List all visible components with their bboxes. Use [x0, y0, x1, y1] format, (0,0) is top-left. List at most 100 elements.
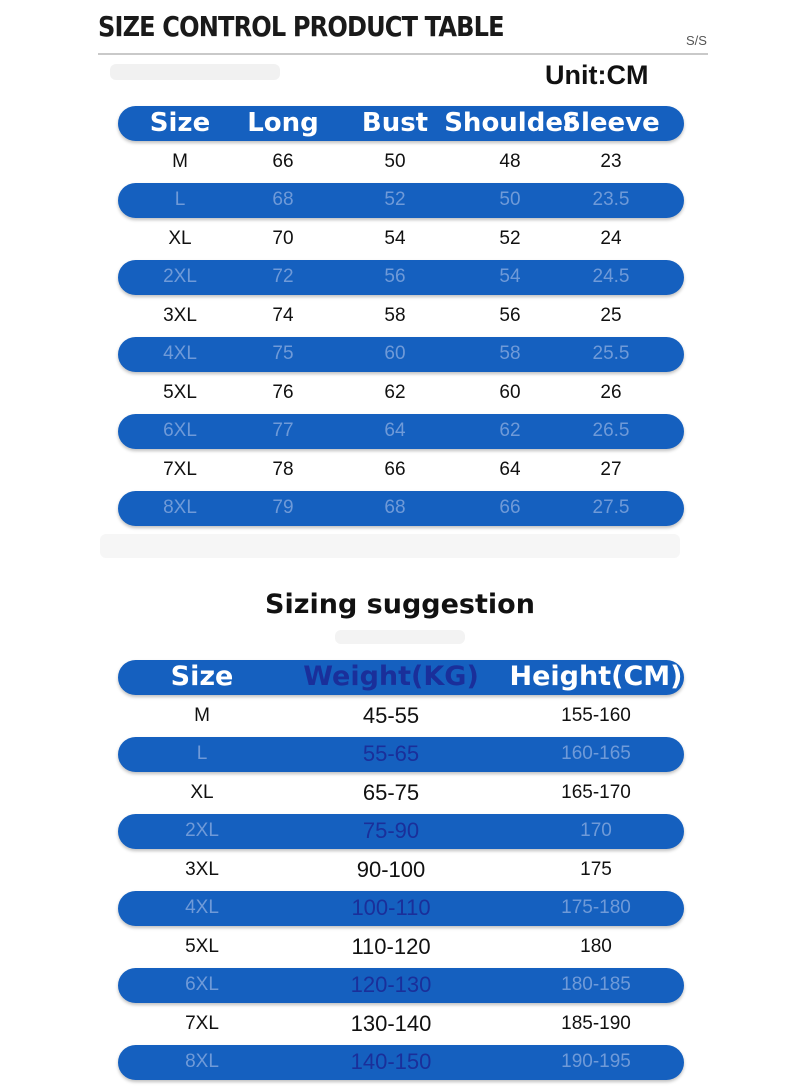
- table-cell: 6XL: [185, 974, 219, 995]
- table-cell: 165-170: [561, 781, 631, 803]
- faint-smudge: [335, 630, 465, 644]
- table-cell: 8XL: [185, 1051, 219, 1072]
- table-cell: 56: [384, 266, 406, 287]
- table-cell: 76: [272, 381, 294, 403]
- table-cell: 78: [272, 458, 294, 480]
- table-cell: 77: [272, 420, 294, 441]
- table-row: L 55-65 160-165: [118, 735, 684, 774]
- column-header: Sleeve: [562, 108, 660, 138]
- table-cell: XL: [168, 227, 192, 249]
- table-cell: M: [172, 150, 188, 172]
- table-row: 6XL 77 64 62 26.5: [118, 412, 684, 451]
- table-row: 2XL 72 56 54 24.5: [118, 258, 684, 297]
- header-divider: [98, 53, 708, 55]
- table-row: 7XL 130-140 185-190: [118, 1005, 684, 1044]
- table-cell: 66: [272, 150, 294, 172]
- unit-label: Unit:CM: [545, 60, 649, 90]
- table-cell: 60: [499, 381, 521, 403]
- sizing-suggestion-table: Size Weight(KG) Height(CM) M 45-55 155-160 L 55…: [118, 658, 684, 1082]
- table-row: 3XL 74 58 56 25: [118, 297, 684, 336]
- table-cell: 155-160: [561, 704, 631, 726]
- table-cell: 62: [384, 381, 406, 403]
- table-cell: 79: [272, 497, 294, 518]
- table-row: M 66 50 48 23: [118, 143, 684, 182]
- table-cell: 3XL: [163, 304, 197, 326]
- table-cell: 48: [499, 150, 521, 172]
- table-row: L 68 52 50 23.5: [118, 181, 684, 220]
- table-cell: 5XL: [185, 935, 219, 957]
- table-cell: 74: [272, 304, 294, 326]
- product-code: S/S: [686, 33, 707, 48]
- table-cell: 5XL: [163, 381, 197, 403]
- table-row: XL 65-75 165-170: [118, 774, 684, 813]
- table-cell: 7XL: [185, 1012, 219, 1034]
- column-header: Long: [247, 108, 319, 138]
- table-row: 3XL 90-100 175: [118, 851, 684, 890]
- table-header-row: Size Long Bust Shoulder Sleeve: [118, 104, 684, 143]
- table-cell: 50: [384, 150, 406, 172]
- table-row: M 45-55 155-160: [118, 697, 684, 736]
- table-cell: 6XL: [163, 420, 197, 441]
- table-cell: 190-195: [561, 1051, 631, 1072]
- table-cell: 130-140: [350, 1010, 432, 1036]
- table-row: 5XL 110-120 180: [118, 928, 684, 967]
- table-row: 7XL 78 66 64 27: [118, 451, 684, 490]
- table-cell: 64: [499, 458, 521, 480]
- faint-smudge: [100, 534, 680, 558]
- table-cell: 66: [384, 458, 406, 480]
- size-control-table: Size Long Bust Shoulder Sleeve M 66 50 48 23 L 68 52…: [118, 104, 684, 528]
- column-header: Weight(KG): [303, 661, 479, 692]
- table-cell: 180-185: [561, 974, 631, 995]
- table-cell: 2XL: [163, 266, 197, 287]
- table-cell: 90-100: [356, 856, 426, 882]
- table-cell: 7XL: [163, 458, 197, 480]
- table-cell: 110-120: [351, 933, 431, 959]
- column-header: Size: [170, 661, 234, 692]
- table-cell: M: [194, 704, 210, 726]
- table-cell: 25.5: [592, 343, 630, 364]
- column-header: Shoulder: [444, 108, 576, 138]
- table-cell: 140-150: [350, 1049, 432, 1074]
- table-row: 8XL 140-150 190-195: [118, 1043, 684, 1082]
- table-cell: 175: [580, 858, 612, 880]
- faint-smudge: [110, 64, 280, 80]
- table-cell: 54: [384, 227, 406, 249]
- table-cell: 75-90: [362, 818, 420, 843]
- table-cell: 160-165: [561, 743, 631, 764]
- column-header: Height(CM): [509, 661, 683, 692]
- column-header: Bust: [361, 108, 429, 138]
- table-cell: 27: [600, 458, 622, 480]
- table-cell: 66: [499, 497, 521, 518]
- table-cell: L: [174, 189, 186, 210]
- table-cell: 120-130: [350, 972, 432, 997]
- table-cell: 27.5: [592, 497, 630, 518]
- table-cell: 56: [499, 304, 521, 326]
- table-cell: 52: [384, 189, 406, 210]
- table-cell: 170: [580, 820, 612, 841]
- table-header-row: Size Weight(KG) Height(CM): [118, 658, 684, 697]
- table-cell: 65-75: [362, 779, 420, 805]
- table-row: 8XL 79 68 66 27.5: [118, 489, 684, 528]
- table-cell: 60: [384, 343, 406, 364]
- table-cell: 23: [600, 150, 622, 172]
- table-row: 4XL 75 60 58 25.5: [118, 335, 684, 374]
- table-cell: L: [196, 743, 208, 764]
- table-cell: 58: [499, 343, 521, 364]
- table-cell: 24: [600, 227, 622, 249]
- table-row: 6XL 120-130 180-185: [118, 966, 684, 1005]
- table-cell: 25: [600, 304, 622, 326]
- table-cell: 2XL: [185, 820, 219, 841]
- table-cell: 100-110: [351, 895, 431, 920]
- table-row: XL 70 54 52 24: [118, 220, 684, 259]
- table-cell: 75: [272, 343, 294, 364]
- table-cell: 185-190: [561, 1012, 631, 1034]
- column-header: Size: [149, 108, 211, 138]
- table-row: 5XL 76 62 60 26: [118, 374, 684, 413]
- table-cell: 50: [499, 189, 521, 210]
- table-row: 4XL 100-110 175-180: [118, 889, 684, 928]
- table-cell: 45-55: [362, 702, 420, 728]
- table-cell: 24.5: [592, 266, 630, 287]
- table-cell: XL: [190, 781, 214, 803]
- table-cell: 55-65: [362, 741, 420, 766]
- header-title: SIZE CONTROL PRODUCT TABLE: [98, 10, 505, 43]
